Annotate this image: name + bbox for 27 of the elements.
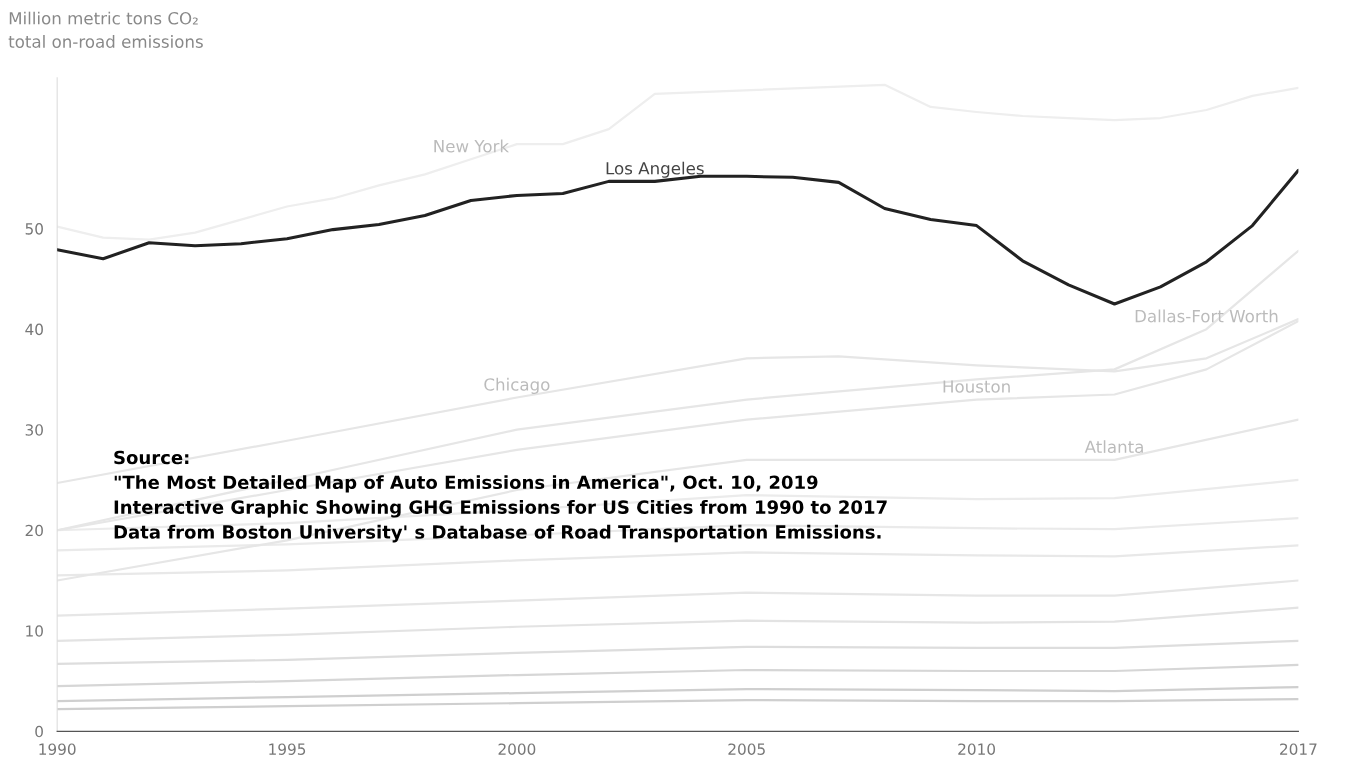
x-tick-label: 2017 [1280,743,1317,755]
x-tick-label: 2000 [498,743,536,755]
x-tick-label: 1995 [269,743,306,755]
y-tick-label: 20 [25,524,43,537]
chart-title: Million metric tons CO₂ [9,11,198,25]
x-tick-label: 1990 [39,743,76,755]
y-tick-label: 10 [26,625,43,637]
y-tick-label: 30 [25,424,43,436]
line-series [57,83,1299,241]
series-label: Dallas-Fort Worth [1135,309,1278,323]
y-tick-label: 50 [25,223,43,235]
series-label: Los Angeles [606,161,704,178]
series-label: New York [434,139,510,153]
line-series [57,698,1299,711]
x-tick-label: 2010 [958,743,996,755]
annotation: "The Most Detailed Map of Auto Emissions in America", Oct. 10, 2019 [114,475,818,493]
chart-subtitle: total on-road emissions [8,35,203,48]
line-series [57,685,1299,703]
y-tick-label: 0 [35,725,43,738]
annotation: Data from Boston University' s Database of Road Transportation Emissions. [114,524,881,543]
annotation: Source: [114,450,189,465]
series-label: Atlanta [1084,440,1143,454]
series-label: Chicago [484,377,550,394]
y-tick-label: 40 [25,323,43,336]
annotation: Interactive Graphic Showing GHG Emissions for US Cities from 1990 to 2017 [114,499,887,518]
x-tick-label: 2005 [728,743,765,755]
series-label: Houston [943,380,1010,393]
